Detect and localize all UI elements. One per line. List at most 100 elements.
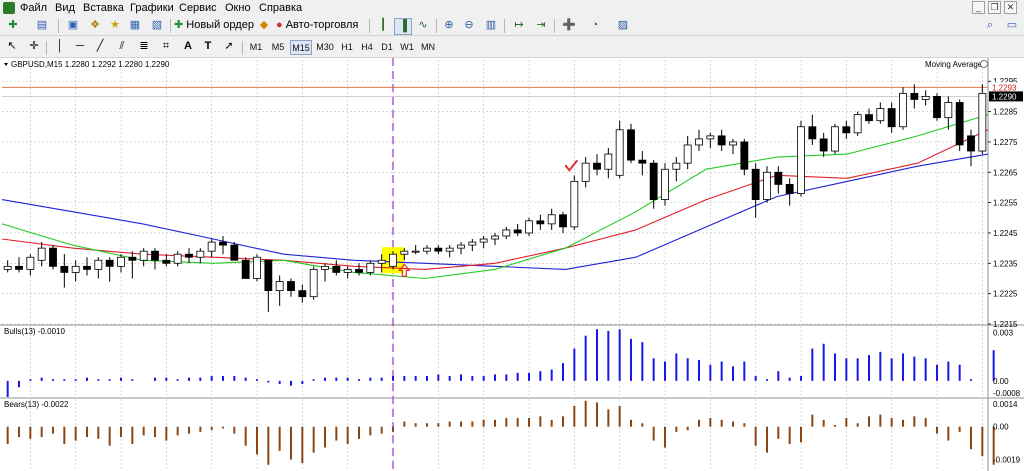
vertical-line-icon[interactable]: │ — [56, 40, 64, 52]
market-watch-icon[interactable]: ▣ — [67, 19, 79, 31]
menu-charts[interactable]: Графики — [130, 2, 174, 14]
chart-menu-triangle-icon — [4, 63, 8, 66]
candle — [83, 265, 91, 270]
bears-title: Bears(13) -0.0022 — [4, 400, 69, 409]
menu-insert[interactable]: Вставка — [83, 2, 124, 14]
chart-window[interactable]: 1.2295 1.2285 1.2275 1.2265 1.2255 1.2245 1.22… — [0, 58, 1024, 471]
candle — [740, 141, 749, 170]
templates-icon[interactable]: ▨ — [617, 19, 629, 31]
menu-file[interactable]: Файл — [20, 2, 48, 14]
menu-view[interactable]: Вид — [55, 2, 75, 14]
cursor-icon[interactable]: ↖ — [7, 40, 17, 52]
indicators-icon[interactable]: ➕ — [562, 19, 576, 31]
chart-svg[interactable]: 1.2295 1.2285 1.2275 1.2265 1.2255 1.2245 1.22… — [0, 58, 1024, 471]
moving-average-line — [1, 114, 989, 280]
menu-help[interactable]: Справка — [259, 2, 303, 14]
candle — [717, 135, 726, 146]
price-label: 1.2290 — [992, 92, 1017, 101]
standard-toolbar: ✚ ▤ ▣ ❖ ★ ▦ ▧ ✚ Новый ордер ◆ ● Авто-тор… — [0, 16, 1024, 36]
menu-window[interactable]: Окно — [225, 2, 251, 14]
gann-icon[interactable]: ⌗ — [162, 40, 170, 52]
candle — [117, 256, 125, 267]
new-chart-icon[interactable]: ✚ — [8, 19, 18, 31]
arrows-icon[interactable]: ➚ — [224, 40, 234, 52]
bar-chart-icon[interactable]: ┃ — [379, 19, 387, 31]
toolbar-separator — [46, 41, 47, 55]
zoom-in-icon[interactable]: ⊕ — [444, 19, 454, 31]
candle — [71, 265, 80, 273]
timeframe-mn[interactable]: MN — [421, 42, 435, 52]
data-window-icon[interactable]: ❖ — [90, 19, 100, 31]
new-order-button[interactable]: ✚ Новый ордер — [174, 18, 254, 35]
candle — [185, 253, 193, 258]
y-tick-label: 1.2255 — [993, 199, 1018, 208]
candle — [865, 114, 873, 122]
timeframe-m30[interactable]: M30 — [316, 42, 334, 52]
candle — [343, 268, 352, 273]
toolbar-separator — [554, 19, 555, 33]
autoscroll-icon[interactable]: ↦ — [514, 19, 524, 31]
candle — [921, 96, 930, 100]
menu-bar: Файл Вид Вставка Графики Сервис Окно Спр… — [0, 0, 1024, 16]
candle — [49, 247, 57, 267]
zoom-out-icon[interactable]: ⊖ — [464, 19, 474, 31]
timeframe-m1[interactable]: M1 — [249, 42, 263, 52]
navigator-icon[interactable]: ★ — [110, 19, 120, 31]
candle — [219, 241, 227, 246]
candle — [94, 259, 103, 270]
candle — [445, 247, 454, 252]
candle — [695, 138, 703, 146]
timeframe-m5[interactable]: M5 — [271, 42, 285, 52]
candle — [831, 126, 839, 152]
candle — [910, 92, 919, 100]
menu-tools[interactable]: Сервис — [179, 2, 217, 14]
tile-icon[interactable]: ▥ — [485, 19, 497, 31]
candle-chart-icon[interactable]: ▐ — [394, 18, 412, 35]
autotrading-icon: ● — [276, 19, 283, 31]
fibonacci-icon[interactable]: ≣ — [139, 40, 149, 52]
price-label-box — [989, 91, 1023, 102]
line-chart-icon[interactable]: ∿ — [418, 19, 428, 31]
text-label-icon[interactable]: T — [204, 40, 212, 52]
indicator-close-icon — [980, 60, 988, 68]
timeframe-w1[interactable]: W1 — [400, 42, 414, 52]
trendline-icon[interactable]: ╱ — [96, 40, 104, 52]
bulls-axis-label: 0.00 — [993, 377, 1009, 386]
candle — [683, 144, 692, 164]
bulls-axis-label: -0.0008 — [993, 389, 1021, 398]
profiles-icon[interactable]: ▤ — [36, 19, 48, 31]
timeframe-h1[interactable]: H1 — [341, 42, 353, 52]
bulls-axis-label: 0.003 — [993, 328, 1014, 337]
candle — [729, 141, 737, 146]
candle — [751, 168, 760, 200]
candle — [525, 220, 533, 234]
candle — [967, 135, 975, 152]
tester-icon[interactable]: ▧ — [151, 19, 163, 31]
channel-icon[interactable]: ⫽ — [119, 40, 125, 52]
timeframe-d1[interactable]: D1 — [381, 42, 393, 52]
crosshair-icon[interactable]: ✛ — [29, 40, 39, 52]
horizontal-line-icon[interactable]: ─ — [76, 40, 84, 52]
metaeditor-icon[interactable]: ◆ — [259, 19, 269, 31]
chart-shift-icon[interactable]: ⇥ — [536, 19, 546, 31]
restore-icon[interactable]: ❐ — [988, 1, 1001, 14]
autotrading-button[interactable]: ● Авто-торговля — [276, 18, 364, 35]
candle — [253, 256, 261, 279]
candle — [627, 129, 635, 161]
app-icon — [3, 2, 15, 14]
bears-axis-label: -0.0019 — [993, 456, 1021, 465]
text-icon[interactable]: A — [184, 40, 192, 52]
chat-icon[interactable]: ▭ — [1006, 19, 1018, 31]
search-icon[interactable]: ⌕ — [986, 19, 994, 31]
close-icon[interactable]: ✕ — [1004, 1, 1017, 14]
y-tick-label: 1.2225 — [993, 290, 1018, 299]
toolbar-separator — [369, 19, 370, 33]
timeframe-h4[interactable]: H4 — [361, 42, 373, 52]
terminal-icon[interactable]: ▦ — [129, 19, 141, 31]
periods-icon[interactable]: ◔ — [591, 19, 599, 31]
timeframe-m15[interactable]: M15 — [290, 40, 312, 55]
minimize-icon[interactable]: _ — [972, 1, 985, 14]
candle — [196, 250, 205, 258]
candle — [944, 102, 953, 119]
candle — [785, 184, 794, 194]
